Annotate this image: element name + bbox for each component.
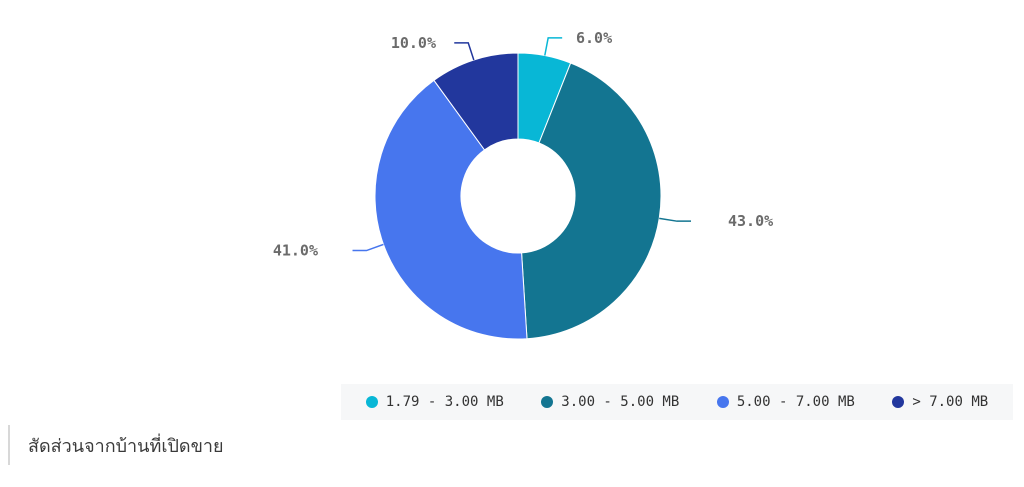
donut-slice-3[interactable] — [374, 79, 528, 340]
legend-dot-3 — [716, 396, 729, 408]
legend-item-1[interactable]: 1.79 - 3.00 MB — [365, 394, 504, 410]
legend-dot-2 — [541, 396, 554, 408]
chart-caption: สัดส่วนจากบ้านที่เปิดขาย — [8, 425, 224, 465]
leader-line-1 — [544, 37, 563, 56]
legend-item-4[interactable]: > 7.00 MB — [892, 394, 988, 410]
slice-label-3: 41.0% — [273, 242, 318, 260]
donut-slice-4[interactable] — [433, 52, 519, 151]
chart-legend: 1.79 - 3.00 MB 3.00 - 5.00 MB 5.00 - 7.0… — [341, 384, 1013, 420]
legend-item-2[interactable]: 3.00 - 5.00 MB — [541, 394, 679, 410]
slice-label-2: 43.0% — [728, 212, 773, 230]
legend-item-3[interactable]: 5.00 - 7.00 MB — [716, 394, 855, 410]
legend-label-4: > 7.00 MB — [912, 394, 989, 410]
legend-dot-4 — [892, 396, 905, 408]
slice-label-4: 10.0% — [391, 34, 436, 52]
slice-label-1: 6.0% — [576, 29, 612, 47]
legend-label-3: 5.00 - 7.00 MB — [736, 394, 855, 410]
leader-line-2 — [659, 217, 692, 222]
legend-label-2: 3.00 - 5.00 MB — [561, 394, 680, 410]
leader-line-3 — [352, 243, 384, 252]
legend-label-1: 1.79 - 3.00 MB — [385, 394, 504, 410]
leader-line-4 — [454, 42, 475, 61]
donut-slice-2[interactable] — [521, 62, 662, 340]
legend-dot-1 — [365, 396, 378, 408]
donut-chart: 6.0% 43.0% 41.0% 10.0% — [273, 29, 773, 340]
